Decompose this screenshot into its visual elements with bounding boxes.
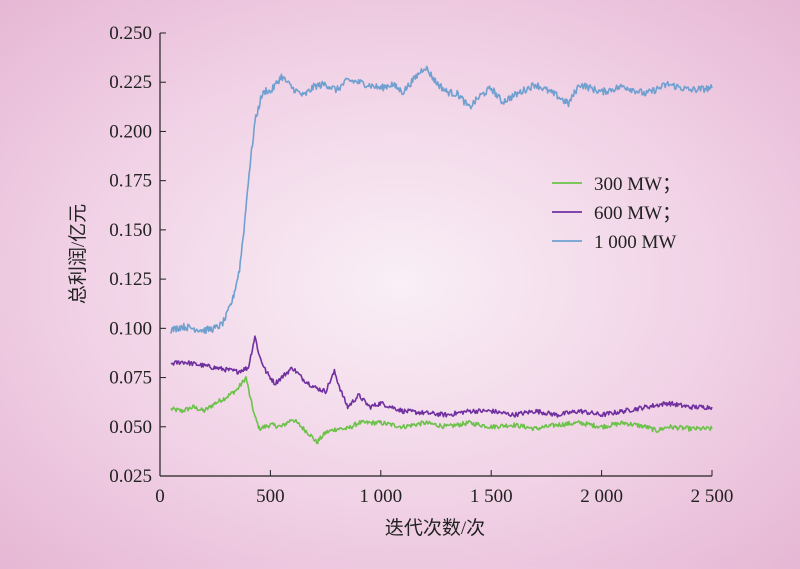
y-tick-label: 0.200 xyxy=(109,121,152,142)
series-line xyxy=(170,65,713,334)
legend-label: 600 MW； xyxy=(594,203,681,224)
series-lines xyxy=(170,65,713,445)
x-tick-label: 2 000 xyxy=(580,486,623,507)
y-tick-label: 0.150 xyxy=(109,220,152,241)
series-line xyxy=(170,335,713,418)
y-tick-label: 0.125 xyxy=(109,269,152,290)
x-tick-label: 1 500 xyxy=(470,486,513,507)
x-tick-label: 500 xyxy=(256,486,285,507)
y-tick-label: 0.250 xyxy=(109,23,152,44)
y-tick-label: 0.075 xyxy=(109,368,152,389)
legend: 300 MW； 600 MW； 1 000 MW xyxy=(552,174,681,253)
y-axis-label: 总利润/亿元 xyxy=(67,204,89,304)
x-tick-label: 2 500 xyxy=(691,486,734,507)
x-tick-label: 0 xyxy=(155,486,165,507)
series-line xyxy=(170,376,713,445)
y-tick-label: 0.025 xyxy=(109,466,152,487)
legend-label: 1 000 MW xyxy=(594,232,676,253)
y-tick-label: 0.225 xyxy=(109,72,152,93)
x-tick-label: 1 000 xyxy=(359,486,402,507)
y-tick-label: 0.175 xyxy=(109,171,152,192)
y-tick-label: 0.100 xyxy=(109,318,152,339)
x-axis-label: 迭代次数/次 xyxy=(385,517,485,539)
legend-label: 300 MW； xyxy=(594,174,681,195)
axes: 0 500 1 000 1 500 2 000 2 500 0.025 0.050 0.075 0… xyxy=(109,23,733,507)
y-tick-label: 0.050 xyxy=(109,417,152,438)
